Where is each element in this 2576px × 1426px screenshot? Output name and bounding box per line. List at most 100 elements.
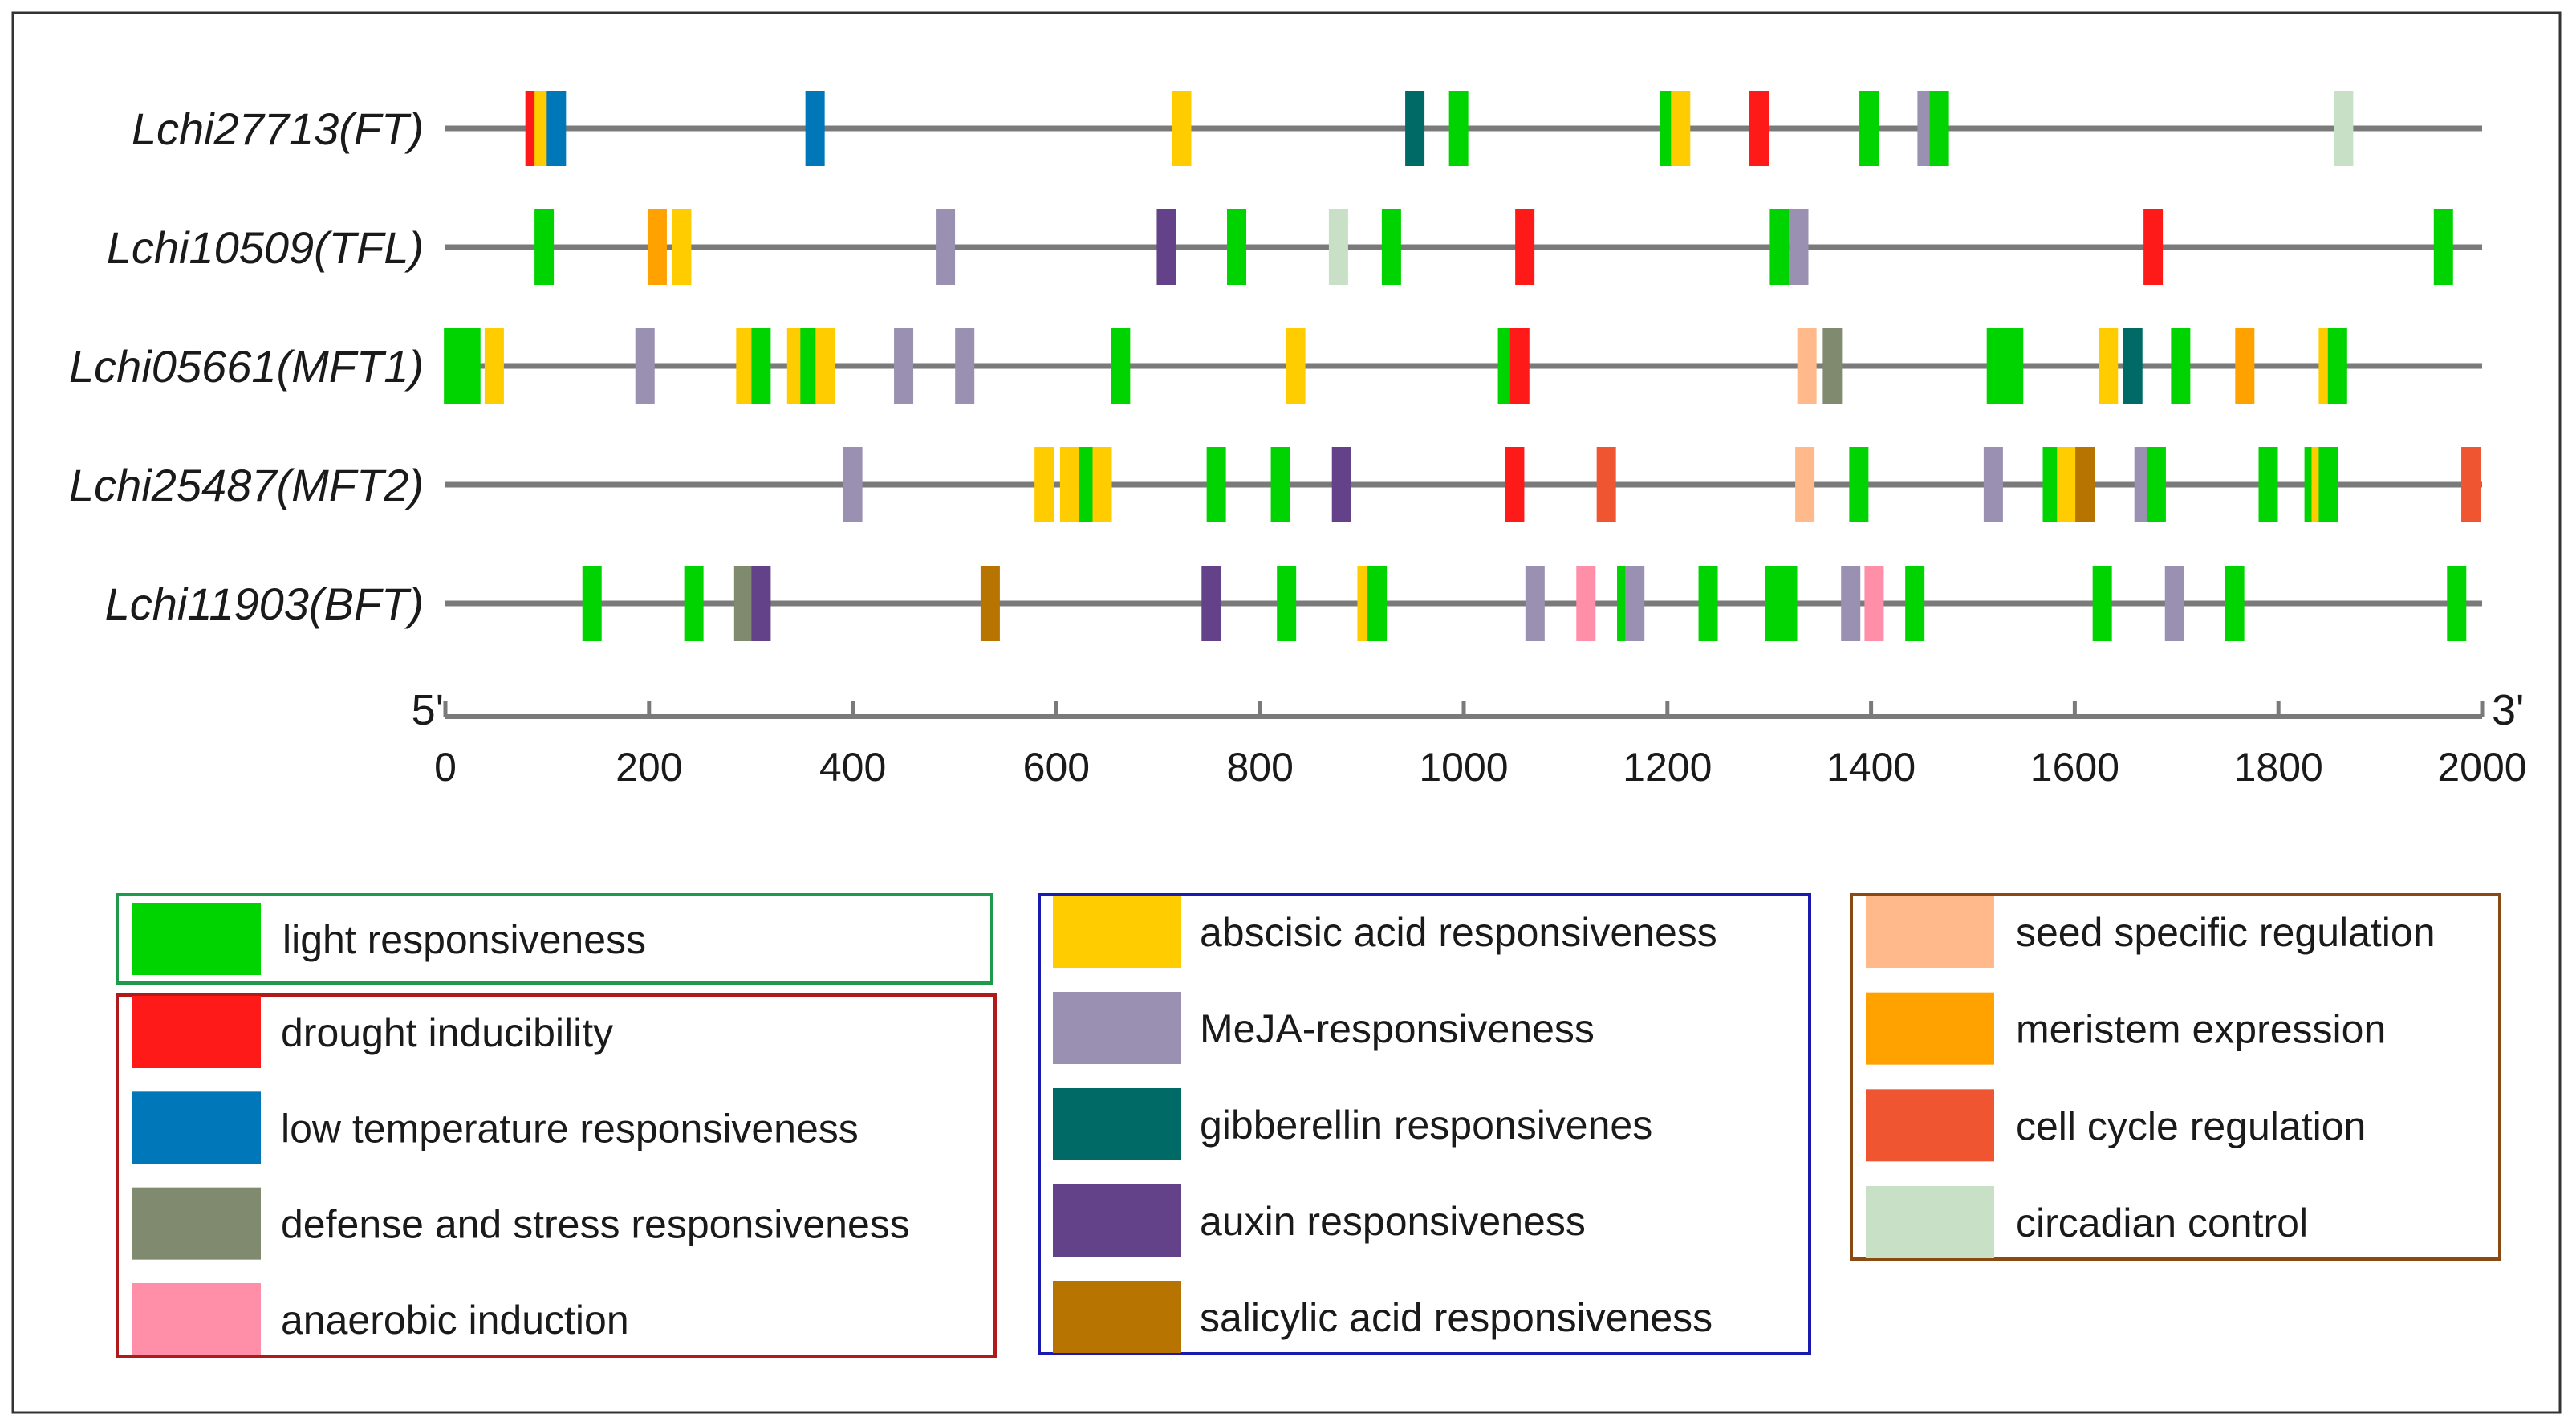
tick-label: 1200 xyxy=(1623,745,1712,790)
element-mark-light xyxy=(534,209,555,285)
legend-label-meristem: meristem expression xyxy=(2016,1007,2386,1052)
element-mark-light xyxy=(2146,447,2166,522)
legend-group: seed specific regulation meristem express… xyxy=(1850,893,2501,1261)
element-mark-aba xyxy=(2099,328,2119,404)
element-mark-aba xyxy=(1034,447,1054,522)
element-mark-meja xyxy=(936,209,956,285)
gene-track: Lchi11903(BFT) xyxy=(105,566,2482,641)
element-mark-aba xyxy=(1671,91,1691,166)
element-mark-aba xyxy=(672,209,692,285)
element-mark-meja xyxy=(635,328,655,404)
element-mark-light xyxy=(1859,91,1879,166)
legend-group: light responsiveness xyxy=(116,893,993,985)
element-mark-seed xyxy=(1797,328,1817,404)
element-mark-aba xyxy=(1059,447,1079,522)
element-mark-auxin xyxy=(1156,209,1176,285)
element-mark-light xyxy=(1381,209,1401,285)
legend-swatch-circadian xyxy=(1866,1186,1994,1258)
gene-track: Lchi10509(TFL) xyxy=(107,209,2482,285)
legend-swatch-meristem xyxy=(1866,992,1994,1065)
element-mark-light xyxy=(582,566,602,641)
tick-label: 600 xyxy=(1023,745,1090,790)
legend-swatch-anaerobic xyxy=(132,1283,261,1355)
legend-label-light: light responsiveness xyxy=(282,917,646,962)
element-mark-meja xyxy=(1789,209,1809,285)
gene-label: Lchi05661(MFT1) xyxy=(69,341,424,392)
gene-track: Lchi25487(MFT2) xyxy=(69,447,2482,522)
element-mark-light xyxy=(2171,328,2191,404)
element-mark-light xyxy=(1448,91,1469,166)
element-mark-light xyxy=(684,566,704,641)
element-mark-light xyxy=(2092,566,2112,641)
element-mark-meja xyxy=(1983,447,2003,522)
element-mark-light xyxy=(2225,566,2245,641)
element-mark-aba xyxy=(1092,447,1112,522)
element-mark-auxin xyxy=(751,566,771,641)
legend-swatch-aba xyxy=(1053,896,1181,968)
legend-label-seed: seed specific regulation xyxy=(2016,910,2436,955)
element-mark-meja xyxy=(1841,566,1861,641)
tick-label: 1600 xyxy=(2030,745,2119,790)
element-mark-light xyxy=(1986,328,2006,404)
element-mark-gibberellin xyxy=(1405,91,1425,166)
tick-label: 400 xyxy=(819,745,886,790)
element-mark-drought xyxy=(2143,209,2164,285)
gene-label: Lchi25487(MFT2) xyxy=(69,460,424,510)
tick-label: 1400 xyxy=(1826,745,1916,790)
legend-label-meja: MeJA-responsiveness xyxy=(1200,1006,1595,1051)
gene-track: Lchi27713(FT) xyxy=(132,91,2482,166)
figure-border xyxy=(11,11,2562,1414)
element-mark-auxin xyxy=(1201,566,1221,641)
element-mark-salicylic xyxy=(2075,447,2095,522)
legend-swatch-gibberellin xyxy=(1053,1088,1181,1160)
three-prime-label: 3' xyxy=(2492,686,2524,734)
legend-group-border xyxy=(116,893,993,985)
x-axis: 5' 3' 0 200 400 600 800 1000 1200 1400 1600 1800 2… xyxy=(412,686,2527,790)
gene-label: Lchi11903(BFT) xyxy=(105,579,424,629)
legend-swatch-meja xyxy=(1053,992,1181,1064)
element-mark-meja xyxy=(1625,566,1645,641)
legend-group-border xyxy=(1038,893,1811,1355)
element-mark-drought xyxy=(1509,328,1530,404)
legend-swatch-lowtemp xyxy=(132,1091,261,1164)
legend-label-auxin: auxin responsiveness xyxy=(1200,1199,1586,1244)
legend-swatch-drought xyxy=(132,996,261,1068)
gene-track: Lchi05661(MFT1) xyxy=(69,328,2482,404)
tick-label: 200 xyxy=(616,745,682,790)
element-mark-cellcycle xyxy=(2461,447,2481,522)
tick-label: 800 xyxy=(1226,745,1293,790)
element-mark-seed xyxy=(1795,447,1815,522)
element-mark-light xyxy=(1849,447,1869,522)
legend-label-anaerobic: anaerobic induction xyxy=(281,1298,629,1343)
element-mark-gibberellin xyxy=(2123,328,2143,404)
element-mark-light xyxy=(2004,328,2024,404)
element-mark-light xyxy=(1111,328,1131,404)
element-mark-cellcycle xyxy=(1596,447,1616,522)
legend-swatch-salicylic xyxy=(1053,1281,1181,1353)
legend-label-aba: abscisic acid responsiveness xyxy=(1200,910,1717,955)
element-mark-drought xyxy=(1749,91,1769,166)
element-mark-light xyxy=(1367,566,1388,641)
element-mark-light xyxy=(2327,328,2347,404)
element-mark-aba xyxy=(815,328,835,404)
element-mark-aba xyxy=(1172,91,1192,166)
element-mark-aba xyxy=(2057,447,2077,522)
element-mark-light xyxy=(1778,566,1798,641)
legend-label-cellcycle: cell cycle regulation xyxy=(2016,1103,2366,1148)
legend-group-border xyxy=(1850,893,2501,1261)
element-mark-aba xyxy=(1286,328,1306,404)
element-mark-meja xyxy=(894,328,914,404)
legend: light responsiveness drought inducibility… xyxy=(116,893,2501,1358)
element-mark-light xyxy=(444,328,464,404)
legend-label-lowtemp: low temperature responsiveness xyxy=(281,1106,859,1151)
element-mark-light xyxy=(2258,447,2278,522)
gene-label: Lchi10509(TFL) xyxy=(107,222,424,273)
tick-label: 1800 xyxy=(2234,745,2323,790)
legend-swatch-seed xyxy=(1866,896,1994,968)
element-mark-light xyxy=(2447,566,2467,641)
element-mark-light xyxy=(1905,566,1925,641)
legend-label-drought: drought inducibility xyxy=(281,1010,613,1055)
legend-group: abscisic acid responsiveness MeJA-respons… xyxy=(1038,893,1811,1355)
element-mark-salicylic xyxy=(980,566,1000,641)
